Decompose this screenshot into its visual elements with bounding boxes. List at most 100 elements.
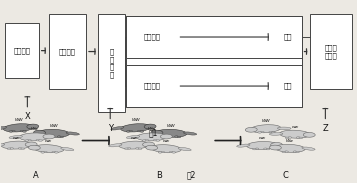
Ellipse shape xyxy=(172,152,176,153)
Ellipse shape xyxy=(66,132,79,135)
Bar xyxy=(5,23,39,78)
Ellipse shape xyxy=(146,145,158,150)
Text: 图1: 图1 xyxy=(149,128,158,137)
Text: 蜥蜴新
种产生: 蜥蜴新 种产生 xyxy=(325,44,337,59)
Ellipse shape xyxy=(160,134,172,139)
Bar xyxy=(126,65,302,107)
Text: ww: ww xyxy=(291,125,298,129)
Text: A: A xyxy=(34,171,39,180)
Ellipse shape xyxy=(20,130,24,132)
Ellipse shape xyxy=(260,131,264,133)
Bar xyxy=(126,16,302,107)
Ellipse shape xyxy=(252,148,256,150)
Text: 蜥蜴原种: 蜥蜴原种 xyxy=(13,47,30,54)
Ellipse shape xyxy=(61,147,74,151)
Ellipse shape xyxy=(175,136,178,137)
Ellipse shape xyxy=(151,145,181,153)
Ellipse shape xyxy=(144,124,156,129)
Ellipse shape xyxy=(55,152,58,153)
Ellipse shape xyxy=(3,124,34,132)
Ellipse shape xyxy=(277,127,291,130)
Ellipse shape xyxy=(60,136,64,138)
Ellipse shape xyxy=(177,136,181,138)
Ellipse shape xyxy=(154,139,157,141)
Ellipse shape xyxy=(183,132,197,135)
Ellipse shape xyxy=(288,137,292,138)
Ellipse shape xyxy=(22,131,26,132)
Ellipse shape xyxy=(285,151,288,152)
Ellipse shape xyxy=(136,148,139,149)
Text: 不利性状: 不利性状 xyxy=(144,83,161,89)
Text: 淘汰: 淘汰 xyxy=(284,83,293,89)
Ellipse shape xyxy=(0,144,5,147)
Text: Ww: Ww xyxy=(286,139,294,143)
Ellipse shape xyxy=(271,143,282,147)
Text: Y: Y xyxy=(108,124,113,133)
Ellipse shape xyxy=(52,151,56,153)
Text: ww: ww xyxy=(258,136,266,140)
Ellipse shape xyxy=(9,136,22,139)
Ellipse shape xyxy=(126,131,130,132)
Ellipse shape xyxy=(0,127,6,130)
Ellipse shape xyxy=(296,151,300,153)
Ellipse shape xyxy=(142,140,146,141)
Ellipse shape xyxy=(247,141,277,149)
Ellipse shape xyxy=(151,130,163,135)
Ellipse shape xyxy=(27,124,39,129)
Ellipse shape xyxy=(161,151,165,153)
Ellipse shape xyxy=(164,136,167,138)
Ellipse shape xyxy=(275,144,305,152)
Text: C: C xyxy=(282,171,288,180)
Ellipse shape xyxy=(263,148,267,150)
Ellipse shape xyxy=(57,136,61,137)
Ellipse shape xyxy=(46,136,50,138)
Ellipse shape xyxy=(121,124,151,132)
Text: ww: ww xyxy=(45,139,52,143)
Text: WW: WW xyxy=(261,119,270,123)
Ellipse shape xyxy=(258,132,262,133)
Ellipse shape xyxy=(237,144,250,147)
Ellipse shape xyxy=(270,145,281,150)
Ellipse shape xyxy=(43,134,55,139)
Ellipse shape xyxy=(18,148,22,149)
Text: B: B xyxy=(156,171,162,180)
Ellipse shape xyxy=(136,133,167,141)
Ellipse shape xyxy=(266,148,270,150)
Ellipse shape xyxy=(10,148,14,149)
Ellipse shape xyxy=(169,151,173,153)
Text: ww: ww xyxy=(162,139,170,143)
Ellipse shape xyxy=(34,145,64,153)
Ellipse shape xyxy=(280,130,310,138)
Ellipse shape xyxy=(9,131,12,132)
Ellipse shape xyxy=(39,129,69,137)
Ellipse shape xyxy=(271,132,275,133)
Ellipse shape xyxy=(36,139,40,141)
Ellipse shape xyxy=(303,132,315,137)
Ellipse shape xyxy=(299,137,303,139)
Ellipse shape xyxy=(27,139,31,141)
Ellipse shape xyxy=(285,137,289,139)
Text: ww: ww xyxy=(13,136,20,140)
Ellipse shape xyxy=(119,141,149,149)
Ellipse shape xyxy=(125,148,128,150)
Ellipse shape xyxy=(138,148,142,150)
Bar xyxy=(310,14,352,89)
Ellipse shape xyxy=(255,148,259,150)
Ellipse shape xyxy=(250,125,281,133)
Ellipse shape xyxy=(282,151,286,153)
Ellipse shape xyxy=(158,152,162,153)
Ellipse shape xyxy=(29,145,40,150)
Ellipse shape xyxy=(109,144,122,147)
Ellipse shape xyxy=(126,136,140,139)
Ellipse shape xyxy=(166,136,170,137)
Ellipse shape xyxy=(269,131,273,133)
Ellipse shape xyxy=(137,130,141,132)
Text: 不同性状: 不同性状 xyxy=(59,48,76,55)
Text: WW: WW xyxy=(131,118,140,122)
Ellipse shape xyxy=(293,151,297,152)
Ellipse shape xyxy=(25,142,37,147)
Ellipse shape xyxy=(156,129,187,137)
Ellipse shape xyxy=(25,140,29,141)
Ellipse shape xyxy=(302,147,315,150)
Ellipse shape xyxy=(41,152,45,153)
